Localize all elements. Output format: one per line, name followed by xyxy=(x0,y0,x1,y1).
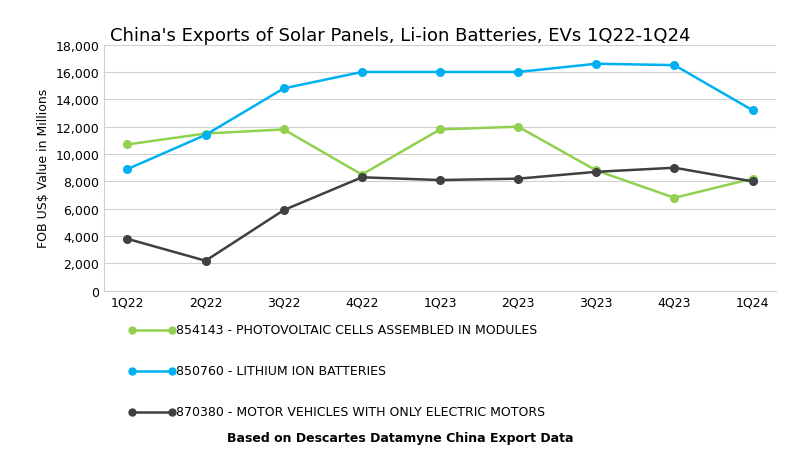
Text: 854143 - PHOTOVOLTAIC CELLS ASSEMBLED IN MODULES: 854143 - PHOTOVOLTAIC CELLS ASSEMBLED IN… xyxy=(176,324,538,336)
Text: 870380 - MOTOR VEHICLES WITH ONLY ELECTRIC MOTORS: 870380 - MOTOR VEHICLES WITH ONLY ELECTR… xyxy=(176,405,545,418)
Text: 850760 - LITHIUM ION BATTERIES: 850760 - LITHIUM ION BATTERIES xyxy=(176,364,386,377)
Y-axis label: FOB US$ Value in Millions: FOB US$ Value in Millions xyxy=(37,89,50,248)
Text: China's Exports of Solar Panels, Li-ion Batteries, EVs 1Q22-1Q24: China's Exports of Solar Panels, Li-ion … xyxy=(110,27,690,45)
Text: Based on Descartes Datamyne China Export Data: Based on Descartes Datamyne China Export… xyxy=(226,430,574,444)
